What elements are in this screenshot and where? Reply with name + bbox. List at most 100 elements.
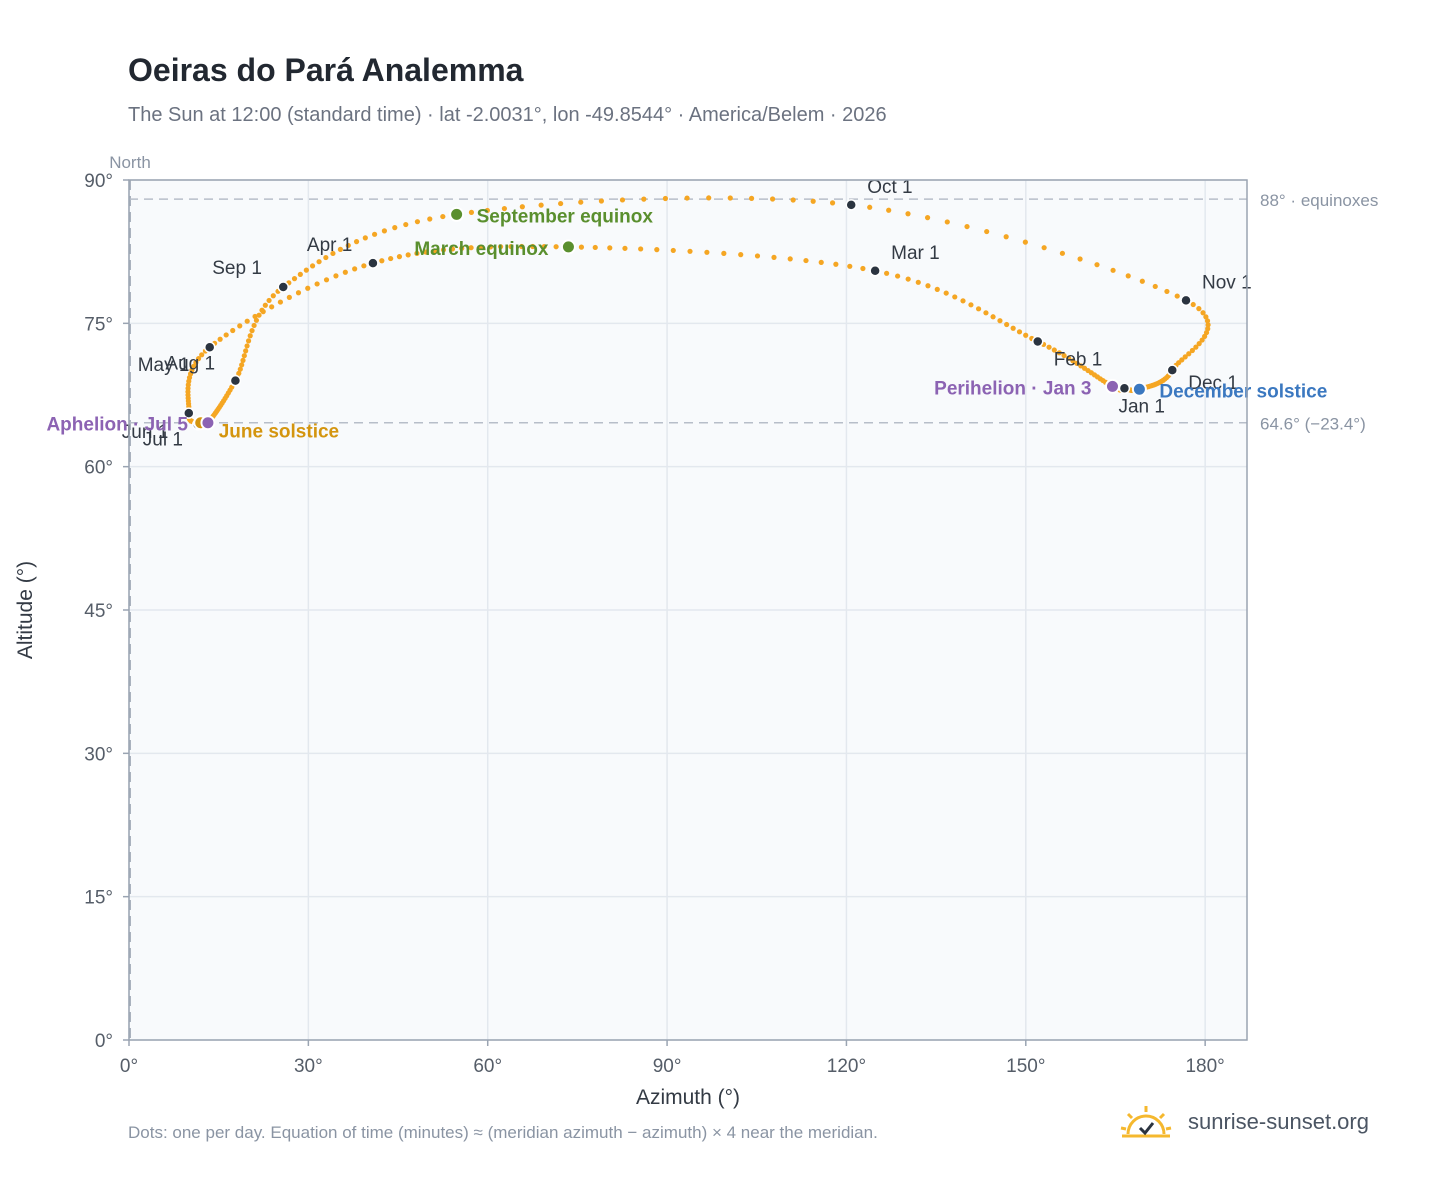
day-dot (262, 302, 268, 308)
day-dot (244, 318, 250, 324)
event-marker (1131, 381, 1147, 397)
day-dot (787, 256, 793, 262)
day-dot (247, 333, 253, 339)
day-dot (478, 244, 484, 250)
day-dot (553, 244, 559, 250)
day-dot (249, 328, 255, 334)
day-dot (578, 199, 584, 205)
month-marker-label: Jan 1 (1118, 396, 1164, 417)
day-dot (934, 286, 940, 292)
day-dot (316, 259, 322, 265)
month-marker (1118, 382, 1131, 395)
day-dot (1110, 267, 1116, 273)
month-marker-label: Sep 1 (212, 258, 262, 279)
day-dot (297, 271, 303, 277)
day-dot (1189, 347, 1195, 354)
day-dot (1200, 310, 1206, 316)
day-dot (230, 327, 236, 334)
day-dot (1186, 351, 1192, 357)
day-dot (195, 356, 202, 362)
day-dot (487, 244, 494, 250)
day-dot (771, 254, 777, 260)
day-dot (803, 257, 809, 264)
day-dot (342, 269, 348, 275)
day-dot (654, 247, 660, 253)
month-marker-label: Feb 1 (1054, 349, 1103, 370)
day-dot (1204, 318, 1211, 324)
day-dot (217, 336, 223, 342)
x-axis-label: Azimuth (°) (636, 1086, 740, 1109)
day-dot (440, 247, 447, 253)
day-dot (924, 215, 931, 221)
day-dot (997, 318, 1003, 324)
y-tick-label: 15° (84, 888, 113, 909)
day-dot (895, 273, 901, 279)
y-axis-label: Altitude (°) (14, 561, 37, 659)
day-dot (1081, 365, 1088, 371)
day-dot (388, 255, 394, 262)
day-dot (423, 249, 429, 255)
day-dot (381, 228, 388, 234)
day-dot (468, 245, 474, 251)
day-dot (361, 263, 367, 269)
day-dot (468, 209, 475, 215)
day-dot (944, 219, 950, 225)
day-dot (253, 317, 260, 323)
day-dot (738, 252, 744, 258)
month-marker (1180, 294, 1192, 307)
month-marker (367, 257, 379, 269)
x-tick-label: 180° (1185, 1056, 1224, 1077)
day-dot (1078, 363, 1084, 369)
day-dot (1139, 278, 1145, 284)
day-dot (619, 197, 626, 203)
y-tick-label: 60° (84, 458, 113, 479)
day-dot (459, 245, 465, 251)
x-tick-label: 0° (120, 1056, 138, 1077)
y-tick-label: 0° (95, 1031, 113, 1052)
day-dot (449, 246, 456, 252)
day-dot (259, 307, 265, 313)
day-dot (1199, 337, 1205, 343)
day-dot (379, 258, 385, 264)
day-dot (1196, 341, 1202, 347)
month-marker-label: Oct 1 (867, 177, 912, 198)
day-dot (403, 221, 409, 228)
month-marker (229, 374, 242, 387)
day-dot (333, 273, 339, 279)
brand[interactable]: sunrise-sunset.org (1120, 1104, 1369, 1140)
day-dot (984, 228, 990, 235)
plot-frame (128, 179, 1248, 1041)
month-marker (183, 407, 195, 419)
day-dot (884, 270, 890, 276)
day-dot (810, 198, 816, 204)
day-dot (353, 239, 360, 245)
day-dot (337, 246, 344, 252)
month-marker (203, 341, 216, 353)
day-dot (240, 357, 246, 363)
day-dot (952, 294, 958, 300)
x-tick-label: 120° (827, 1056, 866, 1077)
day-dot (684, 195, 690, 201)
event-marker (449, 206, 465, 222)
day-dot (1061, 352, 1067, 359)
day-dot (501, 205, 508, 212)
day-dot (295, 290, 302, 296)
day-dot (790, 197, 796, 203)
footnote: Dots: one per day. Equation of time (min… (128, 1123, 878, 1142)
day-dot (975, 306, 982, 312)
y-tick-label: 45° (84, 601, 113, 622)
day-dot (484, 207, 490, 214)
day-dot (541, 243, 547, 250)
sun-logo-icon (1120, 1106, 1172, 1138)
month-marker-label: Aug 1 (165, 354, 215, 375)
day-dot (662, 195, 669, 202)
day-dot (1196, 306, 1202, 312)
day-dot (964, 223, 970, 230)
day-dot (990, 314, 996, 320)
month-marker-label: May 1 (138, 355, 190, 376)
x-tick-label: 60° (473, 1056, 502, 1077)
day-dot (1059, 250, 1066, 256)
north-label: North (109, 153, 151, 172)
day-dot (1094, 262, 1100, 268)
event-label: Aphelion · Jul 5 (46, 415, 188, 436)
